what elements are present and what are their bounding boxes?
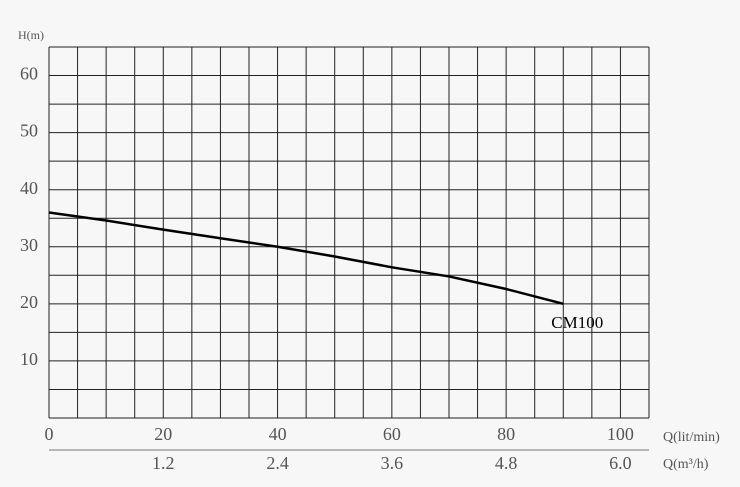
x-tick-label: 20 [154, 424, 172, 444]
y-tick-label: 30 [20, 235, 38, 255]
y-tick-label: 60 [20, 64, 38, 84]
x-tick-label: 60 [383, 424, 401, 444]
x2-tick-label: 1.2 [152, 453, 175, 473]
x-tick-label: 80 [497, 424, 515, 444]
x2-axis-label: Q(m³/h) [663, 457, 709, 472]
y-tick-label: 20 [20, 292, 38, 312]
x-tick-label: 0 [45, 424, 54, 444]
x2-tick-label: 4.8 [495, 453, 518, 473]
y-tick-label: 50 [20, 121, 38, 141]
series-label: CM100 [551, 313, 603, 332]
data-line [48, 211, 564, 306]
y-axis-label: H(m) [18, 28, 44, 42]
y-tick-label: 10 [20, 349, 38, 369]
y-tick-label: 40 [20, 178, 38, 198]
x2-tick-label: 3.6 [381, 453, 404, 473]
x2-tick-label: 6.0 [609, 453, 632, 473]
x2-tick-label: 2.4 [266, 453, 289, 473]
x-tick-label: 100 [607, 424, 634, 444]
x-tick-label: 40 [269, 424, 287, 444]
x-axis-label: Q(lit/min) [663, 430, 720, 445]
